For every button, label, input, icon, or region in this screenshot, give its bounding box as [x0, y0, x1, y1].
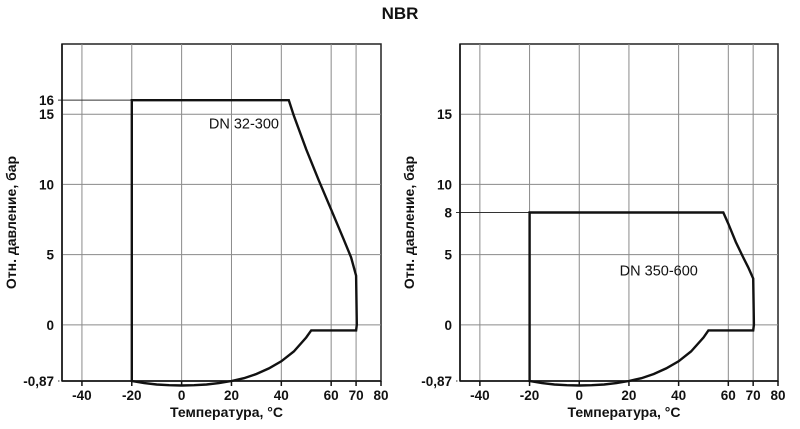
y-tick-label: 5	[46, 248, 54, 263]
y-tick-label: 15	[437, 107, 453, 122]
y-tick-label: 10	[437, 177, 452, 192]
y-axis-label: Отн. давление, бар	[401, 156, 417, 289]
y-axis-label: Отн. давление, бар	[3, 156, 19, 289]
operating-region	[528, 211, 756, 387]
x-tick-label: -40	[72, 388, 92, 403]
x-tick-label: 20	[621, 388, 636, 403]
y-tick-label: -0,87	[23, 374, 54, 389]
x-tick-label: 80	[770, 388, 785, 403]
y-tick-label: 8	[444, 206, 452, 221]
x-axis-label: Температура, °C	[567, 404, 680, 420]
y-tick-label: 10	[39, 177, 54, 192]
x-tick-label: 0	[178, 388, 186, 403]
x-tick-label: 40	[671, 388, 686, 403]
x-tick-label: 0	[575, 388, 583, 403]
x-axis-label: Температура, °C	[170, 404, 283, 420]
y-tick-label: 16	[39, 93, 55, 108]
y-tick-label: 0	[444, 318, 452, 333]
region-annotation: DN 350-600	[620, 264, 698, 280]
y-tick-label: -0,87	[421, 374, 452, 389]
y-tick-label: 0	[46, 318, 54, 333]
x-tick-label: 70	[349, 388, 364, 403]
figure-title: NBR	[381, 4, 419, 23]
chart-right: -40 -20 0 20 40 60 70 80 -0,87 0 5 8 10 15 Температура…	[401, 43, 786, 420]
region-annotation: DN 32-300	[209, 116, 279, 132]
x-tick-label: 60	[721, 388, 736, 403]
x-tick-label: -20	[520, 388, 540, 403]
x-tick-label: 40	[274, 388, 289, 403]
x-tick-label: 60	[324, 388, 339, 403]
y-tick-label: 15	[39, 107, 55, 122]
y-tick-label: 5	[444, 248, 452, 263]
x-tick-label: 80	[373, 388, 388, 403]
x-tick-label: -20	[122, 388, 142, 403]
x-tick-label: 70	[746, 388, 761, 403]
x-tick-label: -40	[470, 388, 490, 403]
x-tick-label: 20	[224, 388, 239, 403]
operating-region	[130, 98, 359, 387]
